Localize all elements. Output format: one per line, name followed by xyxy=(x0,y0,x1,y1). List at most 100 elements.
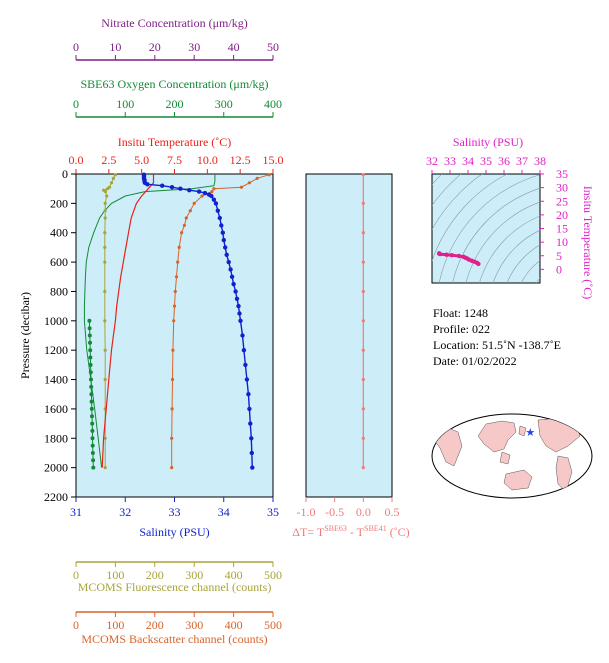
fluorescence-profile-point xyxy=(103,201,107,205)
fluorescence-tick-label: 0 xyxy=(73,568,79,582)
temperature-tick-label: 15.0 xyxy=(263,153,284,167)
nitrate-profile-point xyxy=(87,318,92,323)
nitrate-tick-label: 30 xyxy=(188,40,200,54)
ts-salinity-tick-label: 38 xyxy=(534,154,546,168)
delta-t-tick-label: 0.0 xyxy=(356,505,371,519)
nitrate-profile-point xyxy=(91,458,96,463)
pressure-tick-label: 1400 xyxy=(44,373,68,387)
nitrate-profile-point xyxy=(90,436,95,441)
salinity-profile-point xyxy=(236,303,241,309)
fluorescence-profile-point xyxy=(103,289,107,294)
fluorescence-tick-label: 200 xyxy=(146,568,164,582)
delta-t-point xyxy=(361,377,365,382)
temperature-tick-label: 10.0 xyxy=(197,153,218,167)
world-map-landmass xyxy=(503,469,533,491)
ts-salinity-tick-label: 32 xyxy=(426,154,438,168)
fluorescence-tick-label: 100 xyxy=(106,568,124,582)
temperature-tick-label: 12.5 xyxy=(230,153,251,167)
pressure-tick-label: 1800 xyxy=(44,431,68,445)
salinity-tick-label: 33 xyxy=(169,505,181,519)
nitrate-profile-point xyxy=(89,384,94,389)
backscatter-profile-point xyxy=(173,289,177,294)
backscatter-profile-point xyxy=(188,209,192,213)
ts-salinity-tick-label: 35 xyxy=(480,154,492,168)
salinity-profile-point xyxy=(228,267,233,272)
salinity-profile-point xyxy=(215,208,220,213)
fluorescence-profile-point xyxy=(113,173,117,177)
delta-t-axis-title-part: SBE41 xyxy=(364,524,387,533)
ts-temperature-tick-label: 0 xyxy=(556,262,562,276)
nitrate-profile-point xyxy=(90,414,94,419)
fluorescence-profile-point xyxy=(103,377,107,382)
fluorescence-profile-point xyxy=(103,190,108,194)
ts-temperature-tick-label: 15 xyxy=(556,222,568,236)
nitrate-profile-point xyxy=(88,370,93,375)
nitrate-profile-point xyxy=(87,333,92,338)
world-map-landmass xyxy=(499,451,511,465)
pressure-tick-label: 1000 xyxy=(44,314,68,328)
nitrate-tick-label: 10 xyxy=(109,40,121,54)
fluorescence-profile-point xyxy=(105,187,110,191)
nitrate-profile-point xyxy=(89,399,94,404)
delta-t-tick-label: -1.0 xyxy=(297,505,316,519)
temperature-axis-title: Insitu Temperature (˚C) xyxy=(118,135,232,149)
temperature-tick-label: 2.5 xyxy=(101,153,116,167)
ts-temperature-tick-label: 5 xyxy=(556,249,562,263)
salinity-profile-point xyxy=(209,193,214,199)
salinity-profile-point xyxy=(249,436,254,441)
oxygen-profile-line xyxy=(83,174,216,468)
salinity-profile-point xyxy=(229,274,235,279)
backscatter-profile-point xyxy=(170,466,174,470)
salinity-profile-point xyxy=(220,230,225,235)
salinity-profile-point xyxy=(202,190,208,196)
oxygen-tick-label: 300 xyxy=(215,97,233,111)
fluorescence-tick-label: 500 xyxy=(264,568,282,582)
oxygen-tick-label: 400 xyxy=(264,97,282,111)
delta-t-point xyxy=(361,231,365,235)
salinity-profile-point xyxy=(178,186,183,191)
ts-temperature-tick-label: 20 xyxy=(556,208,568,222)
salinity-profile-point xyxy=(249,450,254,456)
backscatter-axis-title: MCOMS Backscatter channel (counts) xyxy=(81,632,267,646)
fluorescence-profile-point xyxy=(103,209,107,213)
backscatter-profile-point xyxy=(192,201,196,205)
oxygen-tick-label: 200 xyxy=(166,97,184,111)
delta-t-point xyxy=(361,348,365,352)
salinity-axis-title: Salinity (PSU) xyxy=(139,525,209,539)
backscatter-tick-label: 200 xyxy=(146,618,164,632)
delta-t-point xyxy=(361,466,365,470)
salinity-profile-point xyxy=(250,465,255,470)
backscatter-profile-point xyxy=(172,304,177,308)
pressure-tick-label: 2000 xyxy=(44,461,68,475)
delta-t-point xyxy=(361,260,365,264)
backscatter-profile-point xyxy=(239,185,244,189)
ts-point xyxy=(456,253,462,259)
delta-t-point xyxy=(361,201,365,205)
delta-t-point xyxy=(361,436,365,440)
salinity-profile-point xyxy=(169,185,175,190)
delta-t-point xyxy=(361,173,365,177)
nitrate-profile-point xyxy=(90,451,95,455)
backscatter-profile-point xyxy=(170,377,175,382)
salinity-profile-point xyxy=(243,362,248,368)
fluorescence-profile-point xyxy=(103,216,107,220)
pressure-tick-label: 2200 xyxy=(44,490,68,504)
nitrate-profile-point xyxy=(89,392,94,397)
salinity-profile-point xyxy=(240,333,245,338)
nitrate-axis-title: Nitrate Concentration (μm/kg) xyxy=(101,16,247,30)
salinity-profile-point xyxy=(213,201,219,206)
fluorescence-profile-point xyxy=(103,436,107,440)
backscatter-profile-point xyxy=(174,275,179,279)
backscatter-tick-label: 500 xyxy=(264,618,282,632)
backscatter-tick-label: 300 xyxy=(185,618,203,632)
nitrate-profile-point xyxy=(89,377,93,382)
oxygen-tick-label: 100 xyxy=(116,97,134,111)
nitrate-profile-point xyxy=(89,406,94,411)
delta-t-point xyxy=(361,407,365,411)
ts-temperature-axis-title: Insitu Temperature (˚C) xyxy=(581,186,595,300)
pressure-tick-label: 0 xyxy=(62,167,68,181)
profile-date: Date: 01/02/2022 xyxy=(433,354,517,368)
salinity-profile-point xyxy=(238,318,243,323)
float-location-marker: ★ xyxy=(525,427,535,439)
salinity-profile-point xyxy=(160,183,165,188)
